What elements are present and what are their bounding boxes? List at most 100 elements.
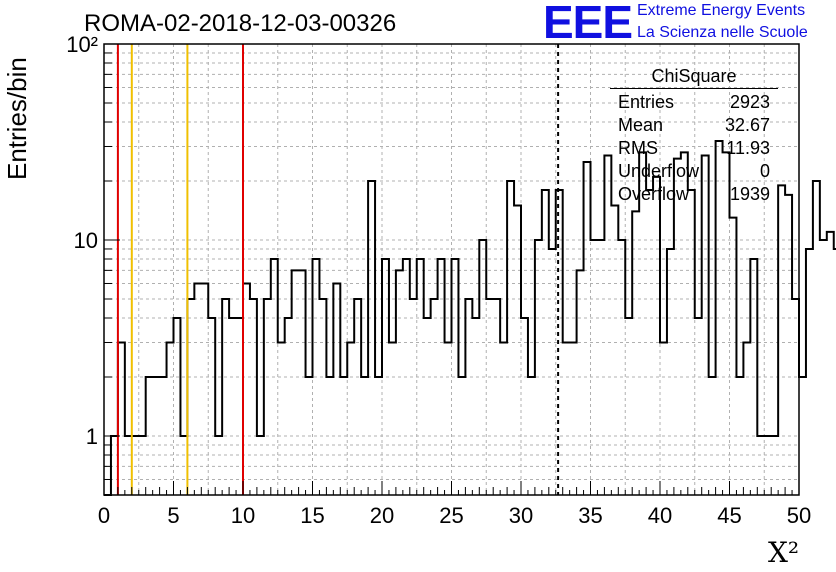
histogram-bin (646, 190, 653, 495)
histogram-bin (264, 299, 271, 495)
logo-line-2: La Scienza nelle Scuole (637, 24, 808, 41)
histogram-bin (180, 436, 187, 495)
histogram-bin (417, 259, 424, 495)
histogram-bin (577, 270, 584, 495)
histogram-bin (299, 270, 306, 495)
histogram-bin (153, 377, 160, 495)
histogram-bin (118, 342, 125, 495)
histogram-bin (361, 377, 368, 495)
stats-row-underflow: Underflow 0 (618, 161, 770, 183)
x-tick-label: 45 (717, 503, 741, 528)
histogram-bin (306, 377, 313, 495)
histogram-bin (584, 162, 591, 495)
histogram-bin (695, 318, 702, 495)
stats-divider (610, 88, 778, 89)
histogram-bin (403, 259, 410, 495)
stats-key: RMS (618, 138, 658, 158)
stats-value: 0 (759, 161, 770, 181)
histogram-bin (764, 436, 771, 495)
run-title: ROMA-02-2018-12-03-00326 (84, 10, 397, 37)
histogram-bin (563, 342, 570, 495)
histogram-bin (319, 299, 326, 495)
histogram-bin (167, 342, 174, 495)
histogram-bin (431, 299, 438, 495)
histogram-bin (125, 436, 132, 495)
histogram-bin (465, 299, 472, 495)
histogram-bin (292, 270, 299, 495)
x-tick-label: 15 (300, 503, 324, 528)
histogram-bin (521, 318, 528, 495)
histogram-bin (702, 155, 709, 495)
y-tick-label: 1 (86, 424, 98, 449)
histogram-bin (591, 240, 598, 495)
histogram-bin (771, 436, 778, 495)
histogram-bin (479, 240, 486, 495)
histogram-bin (743, 342, 750, 495)
histogram-bin (549, 249, 556, 495)
histogram-bin (660, 342, 667, 495)
histogram-bin (285, 318, 292, 495)
histogram-bin (604, 155, 611, 495)
histogram-bin (424, 318, 431, 495)
histogram-bin (354, 299, 361, 495)
y-tick-label: 10 (74, 228, 98, 253)
histogram-bin (174, 318, 181, 495)
histogram-bin (271, 259, 278, 495)
stats-value: 1939 (729, 184, 770, 204)
stats-value: 11.93 (726, 138, 770, 158)
histogram-bin (806, 249, 813, 495)
stats-key: Overflow (618, 184, 690, 204)
stats-row-overflow: Overflow 1939 (618, 184, 770, 206)
histogram-bin (778, 185, 785, 495)
histogram-bin (799, 377, 806, 495)
histogram-bin (382, 259, 389, 495)
histogram-bin (785, 195, 792, 495)
histogram-bin (632, 211, 639, 495)
x-tick-label: 20 (370, 503, 394, 528)
histogram-bin (813, 181, 820, 495)
histogram-bin (375, 377, 382, 495)
histogram-bin (653, 177, 660, 495)
reference-lines (116, 44, 560, 495)
histogram-bin (333, 283, 340, 495)
x-tick-label: 40 (648, 503, 672, 528)
histogram-bin (452, 259, 459, 495)
histogram-bin (535, 240, 542, 495)
histogram-bin (229, 318, 236, 495)
histogram-bin (820, 240, 827, 495)
histogram-bin (257, 436, 264, 495)
histogram-bin (709, 377, 716, 495)
histogram-bin (250, 299, 257, 495)
histogram-bin (792, 299, 799, 495)
histogram-bin (500, 342, 507, 495)
histogram-bin (486, 299, 493, 495)
histogram-bin (674, 159, 681, 495)
histogram-bin (194, 283, 201, 495)
histogram-bin (611, 205, 618, 495)
x-axis: 0 5 10 15 20 25 30 35 40 45 50 (98, 481, 811, 528)
histogram-bin (278, 342, 285, 495)
histogram-bin (597, 240, 604, 495)
histogram-bin (236, 318, 243, 495)
histogram-bin (570, 342, 577, 495)
histogram-bin (445, 342, 452, 495)
stats-row-rms: RMS 11.93 (618, 138, 770, 160)
histogram-bin (347, 342, 354, 495)
grid-lines (104, 44, 799, 495)
y-axis-label: Entries/bin (2, 57, 32, 180)
histogram-bin (730, 218, 737, 495)
histogram-bin (201, 283, 208, 495)
y-axis: 1 10 10² (66, 32, 120, 480)
y-tick-label: 10² (66, 32, 98, 57)
stats-title: ChiSquare (651, 66, 737, 86)
histogram-bin (528, 377, 535, 495)
eee-logo-mark: EEE (543, 0, 633, 48)
histogram-bin (757, 436, 764, 495)
histogram-bin (313, 259, 320, 495)
histogram-bin (514, 205, 521, 495)
stats-key: Mean (618, 115, 664, 135)
histogram-bin (222, 299, 229, 495)
stats-value: 2923 (729, 92, 770, 112)
stats-key: Entries (618, 92, 675, 112)
logo-line-1: Extreme Energy Events (637, 2, 806, 19)
